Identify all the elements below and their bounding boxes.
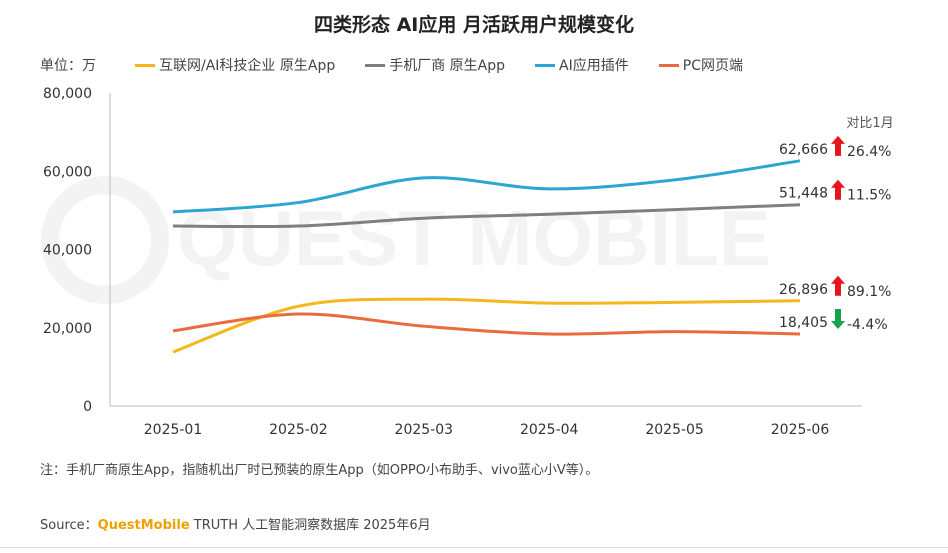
change-label: 26.4% bbox=[847, 144, 891, 160]
y-tick-label: 40,000 bbox=[43, 243, 92, 259]
legend: 互联网/AI科技企业 原生App 手机厂商 原生App AI应用插件 PC网页端 bbox=[135, 55, 743, 75]
chart-title: 四类形态 AI应用 月活跃用户规模变化 bbox=[313, 14, 634, 36]
source-label: Source： bbox=[40, 518, 98, 533]
arrow-up-icon bbox=[831, 275, 845, 296]
series-line bbox=[172, 159, 801, 214]
legend-label: 互联网/AI科技企业 原生App bbox=[159, 58, 336, 74]
legend-item: PC网页端 bbox=[658, 55, 743, 75]
legend-swatch bbox=[535, 63, 556, 67]
change-label: 89.1% bbox=[847, 284, 891, 300]
legend-swatch bbox=[658, 63, 679, 67]
series-line bbox=[172, 297, 801, 354]
legend-item: 互联网/AI科技企业 原生App bbox=[135, 55, 335, 75]
change-label: -4.4% bbox=[847, 317, 888, 333]
arrow-up-icon bbox=[831, 179, 845, 200]
end-value-label: 26,896 bbox=[779, 282, 828, 298]
legend-label: PC网页端 bbox=[682, 58, 743, 74]
divider bbox=[0, 547, 948, 548]
x-tick-label: 2025-06 bbox=[771, 422, 830, 438]
compare-header: 对比1月 bbox=[846, 116, 893, 131]
arrow-up-icon bbox=[831, 135, 845, 156]
y-tick-label: 0 bbox=[83, 399, 92, 415]
arrow-down-icon bbox=[831, 308, 845, 329]
y-tick-label: 20,000 bbox=[43, 321, 92, 337]
legend-item: 手机厂商 原生App bbox=[365, 55, 505, 75]
unit-label: 单位：万 bbox=[40, 58, 96, 74]
end-value-label: 62,666 bbox=[779, 142, 828, 158]
legend-label: AI应用插件 bbox=[559, 58, 629, 74]
legend-swatch bbox=[365, 63, 386, 67]
legend-label: 手机厂商 原生App bbox=[389, 58, 506, 74]
y-tick-label: 60,000 bbox=[43, 164, 92, 180]
source-brand: QuestMobile bbox=[97, 518, 190, 533]
footnote: 注：手机厂商原生App，指随机出厂时已预装的原生App（如OPPO小布助手、vi… bbox=[40, 463, 599, 478]
end-value-label: 18,405 bbox=[779, 315, 828, 331]
change-label: 11.5% bbox=[847, 188, 891, 204]
legend-item: AI应用插件 bbox=[535, 55, 629, 75]
source-text: TRUTH 人工智能洞察数据库 2025年6月 bbox=[189, 518, 431, 533]
series-line bbox=[172, 312, 801, 336]
end-value-label: 51,448 bbox=[779, 186, 828, 202]
series-line bbox=[172, 203, 801, 229]
y-tick-label: 80,000 bbox=[43, 86, 92, 102]
x-tick-label: 2025-05 bbox=[645, 422, 704, 438]
legend-swatch bbox=[135, 63, 155, 67]
x-tick-label: 2025-04 bbox=[520, 422, 579, 438]
x-tick-label: 2025-03 bbox=[395, 422, 454, 438]
x-tick-label: 2025-01 bbox=[144, 422, 203, 438]
x-tick-label: 2025-02 bbox=[269, 422, 328, 438]
source-line: Source：QuestMobile TRUTH 人工智能洞察数据库 2025年… bbox=[40, 514, 431, 533]
watermark-logo bbox=[41, 176, 169, 304]
